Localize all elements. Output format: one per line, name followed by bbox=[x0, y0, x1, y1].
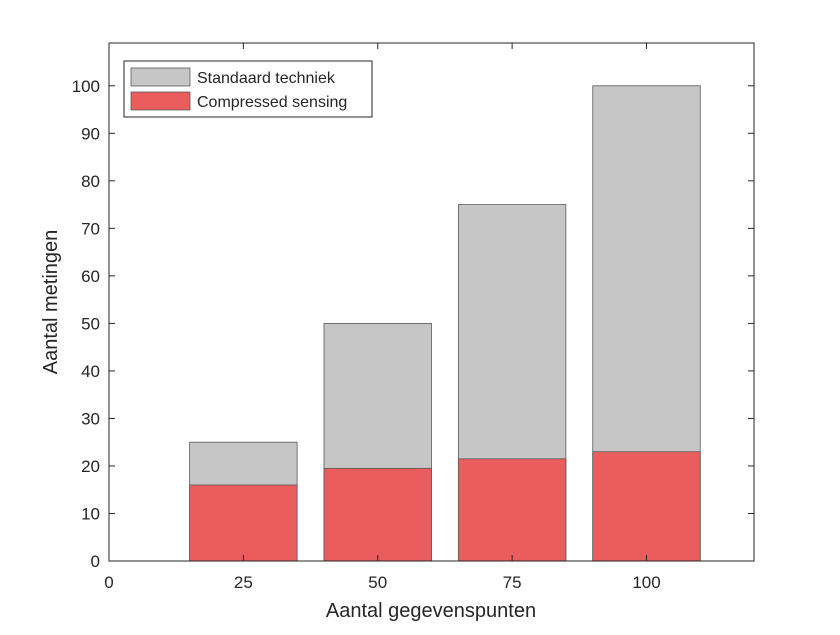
y-tick-label: 70 bbox=[81, 219, 100, 238]
bar-compressed-25 bbox=[189, 484, 298, 562]
x-tick-label: 50 bbox=[368, 573, 387, 592]
legend-label-standaard: Standaard techniek bbox=[197, 70, 336, 87]
x-tick-label: 75 bbox=[503, 573, 522, 592]
y-tick-label: 80 bbox=[81, 172, 100, 191]
legend-label-compressed: Compressed sensing bbox=[197, 94, 347, 111]
legend-swatch-compressed bbox=[130, 91, 191, 111]
y-tick-label: 90 bbox=[81, 124, 100, 143]
x-tick-label: 0 bbox=[104, 573, 113, 592]
bars-layer bbox=[189, 85, 701, 562]
y-tick-label: 30 bbox=[81, 409, 100, 428]
y-axis-label: Aantal metingen bbox=[40, 230, 62, 375]
bar-compressed-100 bbox=[592, 451, 701, 562]
x-tick-label: 100 bbox=[632, 573, 660, 592]
legend: Standaard techniek Compressed sensing bbox=[123, 60, 373, 118]
legend-swatch-standaard bbox=[130, 67, 191, 87]
y-tick-label: 60 bbox=[81, 267, 100, 286]
y-tick-label: 20 bbox=[81, 457, 100, 476]
y-tick-label: 0 bbox=[91, 552, 100, 571]
y-tick-label: 100 bbox=[72, 77, 100, 96]
bar-compressed-50 bbox=[323, 467, 432, 562]
y-tick-label: 10 bbox=[81, 504, 100, 523]
bar-compressed-75 bbox=[457, 458, 567, 562]
y-tick-label: 50 bbox=[81, 314, 100, 333]
x-tick-label: 25 bbox=[234, 573, 253, 592]
y-tick-label: 40 bbox=[81, 362, 100, 381]
x-axis-label: Aantal gegevenspunten bbox=[326, 600, 536, 622]
plot-frame bbox=[108, 42, 755, 562]
ticks-layer: 0 10 20 30 40 50 60 70 80 90 100 0 25 50 75 100 bbox=[72, 43, 754, 592]
